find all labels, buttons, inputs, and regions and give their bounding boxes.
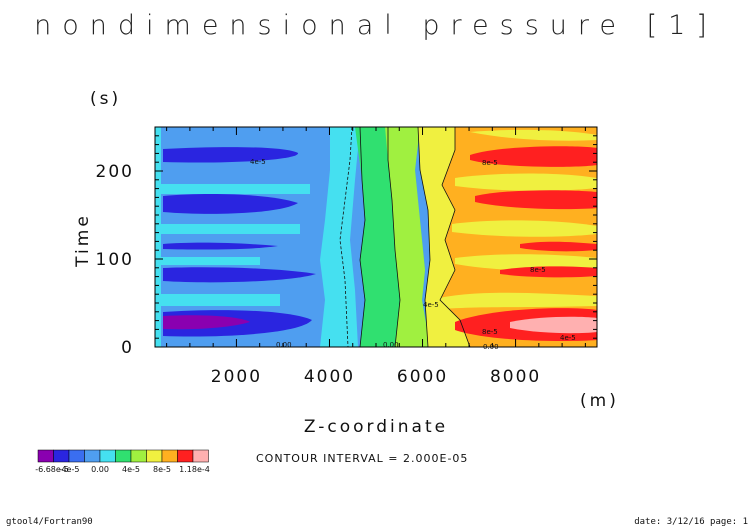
contour-label: 8e-5 xyxy=(482,328,498,336)
contour-fills xyxy=(155,127,597,347)
band-yellow xyxy=(455,173,597,191)
band-cyan xyxy=(320,127,352,347)
blob-darkblue xyxy=(163,194,298,214)
contour-label: 4e-5 xyxy=(423,301,439,309)
contour-label: 0.00 xyxy=(276,341,292,349)
contour-label: 0.00 xyxy=(383,341,399,349)
footer-program: gtool4/Fortran90 xyxy=(6,517,93,527)
contour-label: 4e-5 xyxy=(560,334,576,342)
legend-swatch xyxy=(192,449,209,463)
y-axis-label: Time xyxy=(73,213,93,268)
contour-label: 8e-5 xyxy=(530,266,546,274)
blob-darkblue xyxy=(163,242,278,250)
axis-ticks xyxy=(155,126,597,347)
x-tick-label: 8000 xyxy=(490,367,541,387)
x-tick-label: 4000 xyxy=(304,367,355,387)
legend-swatch xyxy=(37,449,54,463)
blob-red xyxy=(470,146,597,167)
color-legend: -6.68e-5-4e-5 0.00 4e-5 8e-5 1.18e-4 xyxy=(35,449,210,474)
legend-label: 0.00 xyxy=(91,465,109,474)
band-cyan-stripe xyxy=(160,224,300,234)
legend-swatch xyxy=(161,449,178,463)
contour-interval: CONTOUR INTERVAL = 2.000E-05 xyxy=(256,452,469,465)
chart-title: nondimensional pressure [1] xyxy=(34,10,718,41)
legend-swatch xyxy=(177,449,194,463)
blob-purple xyxy=(163,315,250,330)
footer-date: date: 3/12/16 page: 1 xyxy=(634,517,748,527)
legend-label: -6.68e-5 xyxy=(35,465,69,474)
legend-label: 1.18e-4 xyxy=(179,465,210,474)
blob-darkblue xyxy=(163,267,316,283)
blob-red xyxy=(475,190,597,210)
band-cyan-stripe xyxy=(160,257,260,265)
blob-red xyxy=(500,266,597,278)
legend-swatch xyxy=(53,449,70,463)
band-cyan xyxy=(340,127,360,347)
legend-swatch xyxy=(146,449,163,463)
legend-label: 8e-5 xyxy=(153,465,171,474)
contour-labels: 4e-5 8e-5 0.00 4e-5 8e-5 0.00 0.00 4e-5 … xyxy=(250,158,576,351)
band-lightgreen xyxy=(385,127,430,347)
band-yellow xyxy=(430,292,597,310)
x-axis-label: Z-coordinate xyxy=(304,417,448,437)
legend-label: 4e-5 xyxy=(122,465,140,474)
band-yellow xyxy=(452,220,597,237)
edge-cyan xyxy=(155,127,161,347)
band-cyan-stripe xyxy=(160,294,280,306)
blob-pink xyxy=(510,316,597,334)
legend-label: -4e-5 xyxy=(59,465,80,474)
y-tick-label: 0 xyxy=(121,338,134,358)
contour-lines xyxy=(339,127,471,347)
x-tick-label: 6000 xyxy=(397,367,448,387)
legend-swatch xyxy=(130,449,147,463)
band-yellow xyxy=(470,129,597,141)
contour-label: 0.00 xyxy=(483,343,499,351)
y-tick-label: 200 xyxy=(96,162,134,182)
legend-swatch xyxy=(84,449,101,463)
x-unit-label: (m) xyxy=(580,391,619,411)
y-tick-label: 100 xyxy=(96,250,134,270)
contour-label: 8e-5 xyxy=(482,159,498,167)
blob-darkblue xyxy=(163,147,299,163)
contour-label: 4e-5 xyxy=(250,158,266,166)
legend-swatch xyxy=(99,449,116,463)
legend-swatch xyxy=(115,449,132,463)
band-cyan-stripe xyxy=(160,184,310,194)
blob-red xyxy=(520,241,597,252)
y-unit-label: (s) xyxy=(90,89,121,109)
legend-swatch xyxy=(68,449,85,463)
x-tick-label: 2000 xyxy=(211,367,262,387)
